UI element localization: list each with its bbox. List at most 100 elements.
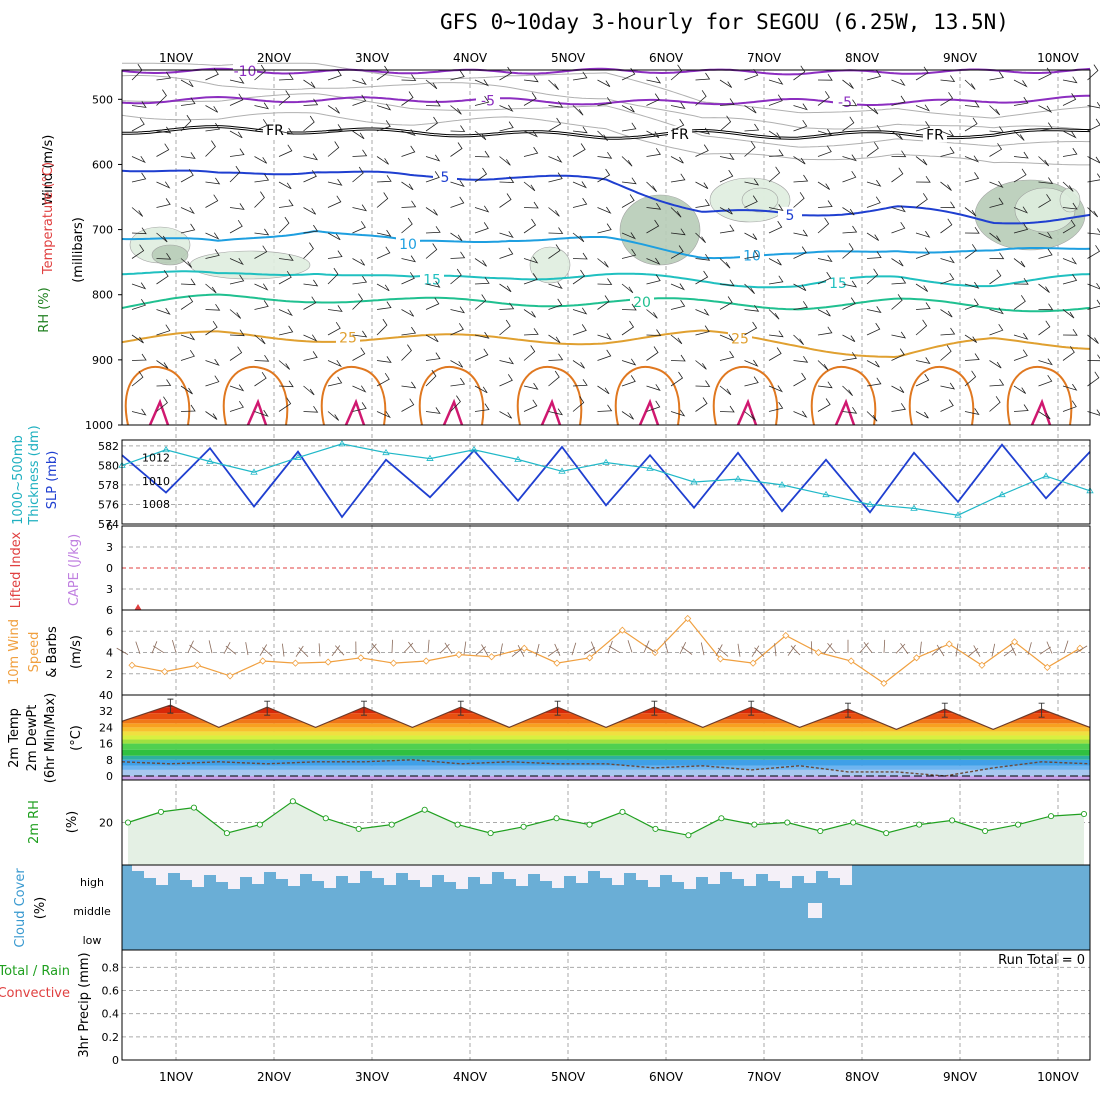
wind-barb [842, 406, 858, 414]
wind-barb [621, 320, 635, 336]
label-temperature: Temperature (°C) [41, 162, 56, 275]
pressure-tick-label: 600 [92, 158, 113, 171]
cloud-high-gap [192, 865, 204, 887]
wind-barb [450, 323, 464, 336]
temp-band [122, 731, 1090, 736]
wind-barb [229, 203, 245, 210]
wind-barb [180, 385, 193, 395]
wind-barb [866, 306, 882, 313]
wind-barb [695, 308, 710, 316]
wind-barb [376, 410, 391, 419]
slp-line [121, 443, 1091, 519]
wind-barb [303, 170, 317, 183]
wind-barb [719, 169, 734, 183]
wind-barb [940, 382, 956, 390]
wind-barb [817, 73, 833, 81]
wind-barb [335, 645, 345, 656]
thickness-marker [690, 478, 698, 485]
isotherm-label: 10 [399, 237, 417, 253]
wind-barb [940, 75, 956, 82]
wind-barb [548, 353, 564, 361]
wind-barb [205, 283, 217, 294]
wind-barb [572, 105, 584, 116]
wind-barb [254, 371, 267, 387]
wind-barb [768, 220, 783, 234]
cloud-high-gap [348, 865, 360, 883]
cloud-high-gap [216, 865, 228, 882]
wind-barb [817, 145, 832, 157]
wind-barb [156, 360, 169, 369]
wind-barb [597, 206, 612, 214]
wind-barb [401, 344, 412, 361]
wind-barb [989, 252, 1005, 260]
wind-speed-marker [1076, 644, 1084, 652]
wind-barb [866, 196, 881, 208]
wind-barb [964, 172, 980, 183]
wind-barb [376, 65, 390, 81]
wind-barb [172, 639, 177, 653]
wind-barb [621, 411, 634, 420]
wind-barb [401, 181, 414, 191]
wind-barb [229, 329, 245, 337]
cloud-high-gap [744, 865, 756, 886]
wind-barb [425, 79, 438, 90]
cloud-high-gap [504, 865, 516, 879]
wind-barb [989, 126, 1005, 133]
wind-barb [278, 199, 294, 208]
temp-minmax [941, 702, 948, 718]
wind-barb [475, 646, 487, 656]
wind-barb [156, 198, 171, 208]
cloud-level-label: middle [73, 905, 111, 918]
thickness-marker [646, 464, 654, 471]
wind-barb [695, 232, 706, 243]
wind-barb [1013, 349, 1028, 361]
wind-barb [597, 278, 613, 285]
cloud-high-gap [588, 865, 600, 871]
wind-barb [719, 153, 735, 160]
wind-barb [548, 227, 564, 234]
wind-barb [754, 647, 765, 657]
wind-speed-marker [978, 661, 986, 669]
wind-barb [303, 279, 319, 287]
wind-barb [450, 360, 464, 368]
wind-barb [621, 177, 637, 185]
thickness-marker [602, 458, 610, 465]
wind-barb [891, 348, 905, 361]
rh-marker [553, 815, 560, 822]
isotherm-label: 5 [441, 170, 450, 186]
wind-barb [278, 308, 293, 317]
wind-barb [474, 348, 489, 361]
wind-barb [156, 379, 172, 387]
date-label-top: 10NOV [1037, 51, 1079, 65]
wind-barb [842, 243, 854, 259]
wind-barb [817, 360, 829, 371]
wind-barb [793, 355, 809, 363]
wind-barb [474, 205, 490, 213]
label-2m-temp: 2m Temp [7, 708, 22, 768]
cloud-high-gap [636, 865, 648, 880]
wind-barb [621, 248, 637, 259]
isotherm-35 [442, 398, 464, 426]
cloud-high-gap [720, 865, 732, 872]
wind-barb [523, 75, 539, 83]
cloud-high-gap [144, 865, 156, 878]
temp-band [122, 755, 1090, 760]
rh-shade [529, 246, 571, 284]
cloud-high-gap [516, 865, 528, 886]
wind-barb [989, 323, 1004, 336]
wind-barb [376, 156, 389, 165]
isotherm-30 [1006, 365, 1073, 426]
isotherm-label-bg [396, 235, 420, 252]
rh-marker [223, 830, 230, 837]
wind-speed-marker [324, 658, 332, 666]
wind-barb [964, 79, 976, 90]
isotherm-label: 20 [633, 295, 651, 311]
wind-barb [715, 644, 723, 657]
isotherm-label-bg [433, 169, 457, 186]
rh-shade [741, 187, 779, 213]
wind-barb [646, 329, 662, 336]
wind-barb [817, 381, 833, 389]
wind-speed-marker [553, 659, 561, 667]
wind-barb [425, 154, 441, 162]
wind-barb [991, 643, 996, 657]
